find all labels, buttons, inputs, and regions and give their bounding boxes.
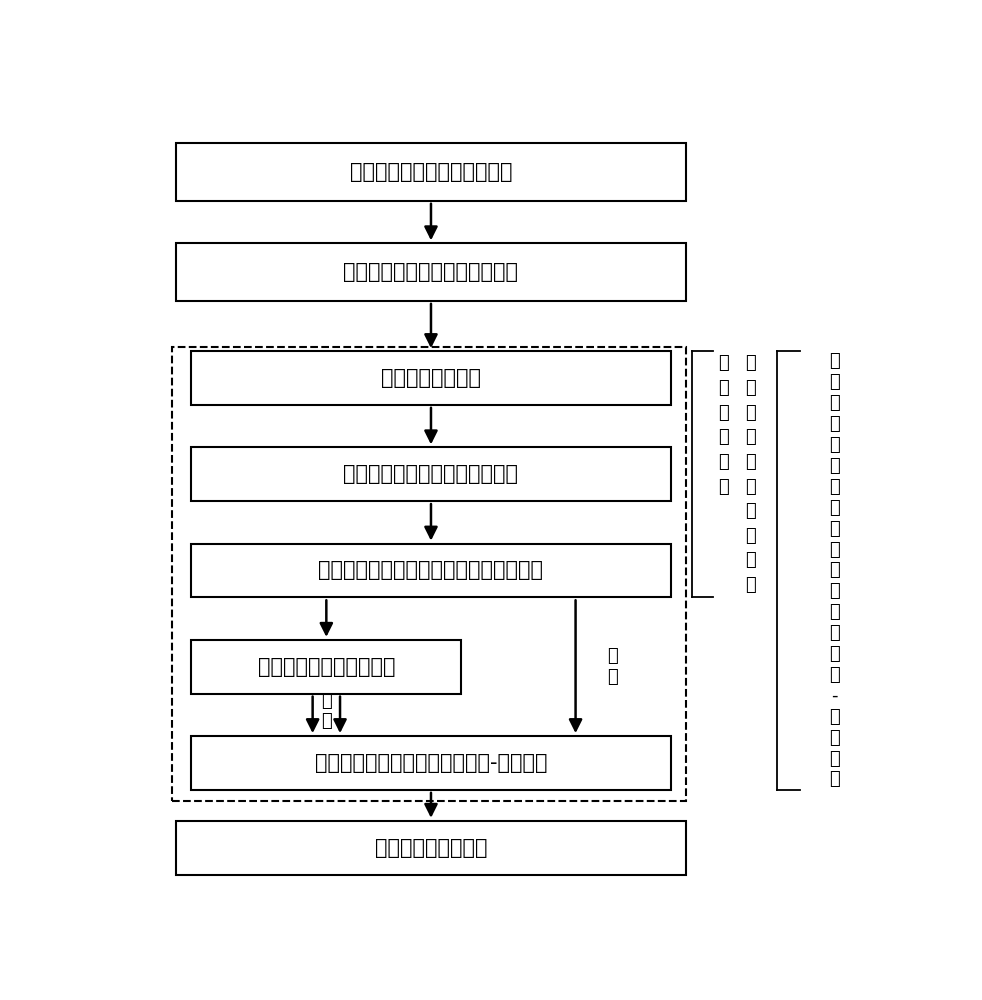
- Bar: [191, 640, 462, 694]
- Text: 构: 构: [829, 352, 840, 370]
- Text: 化: 化: [745, 502, 756, 520]
- Bar: [172, 347, 686, 801]
- Text: 构
建: 构 建: [321, 692, 332, 730]
- Text: 温: 温: [829, 708, 840, 726]
- Text: 与: 与: [719, 428, 730, 446]
- Bar: [191, 736, 671, 790]
- Text: 高: 高: [829, 394, 840, 412]
- Text: -: -: [831, 687, 838, 705]
- Text: 幅: 幅: [829, 645, 840, 663]
- Text: 获得磁纳米温度信息: 获得磁纳米温度信息: [375, 838, 487, 858]
- Text: 度: 度: [829, 729, 840, 747]
- Text: 的: 的: [829, 582, 840, 600]
- Text: 谐: 谐: [829, 603, 840, 621]
- Text: 温: 温: [829, 561, 840, 579]
- Text: 幅: 幅: [719, 379, 730, 397]
- Bar: [191, 351, 671, 405]
- Text: 磁: 磁: [829, 436, 840, 454]
- Text: 测得磁纳米粒子的磁化响应信号: 测得磁纳米粒子的磁化响应信号: [344, 464, 518, 484]
- Text: 波: 波: [829, 624, 840, 642]
- Text: 代
入: 代 入: [607, 647, 618, 686]
- Text: 值: 值: [829, 666, 840, 684]
- Bar: [191, 544, 671, 597]
- Text: 高频磁纳米粒子测温的谐波幅值-温度模型: 高频磁纳米粒子测温的谐波幅值-温度模型: [314, 753, 547, 773]
- Text: 子: 子: [829, 520, 840, 538]
- Text: 相: 相: [719, 453, 730, 471]
- Text: 搭建高频磁纳米粒子测温系统: 搭建高频磁纳米粒子测温系统: [350, 162, 513, 182]
- Bar: [191, 447, 671, 501]
- Text: 磁: 磁: [745, 404, 756, 422]
- Bar: [176, 143, 685, 201]
- Text: 提取磁化响应信息的谐波幅值与相位信息: 提取磁化响应信息的谐波幅值与相位信息: [318, 560, 543, 580]
- Text: 磁性纳米粒子样品放入测量系统: 磁性纳米粒子样品放入测量系统: [344, 262, 518, 282]
- Bar: [176, 821, 685, 875]
- Bar: [176, 243, 685, 301]
- Text: 施加高频磁场激励: 施加高频磁场激励: [381, 368, 481, 388]
- Text: 米: 米: [745, 453, 756, 471]
- Text: 型: 型: [829, 770, 840, 788]
- Text: 模: 模: [829, 750, 840, 768]
- Text: 纳: 纳: [745, 428, 756, 446]
- Text: 波: 波: [719, 354, 730, 372]
- Text: 值: 值: [719, 404, 730, 422]
- Text: 测: 测: [829, 541, 840, 559]
- Text: 建: 建: [829, 373, 840, 391]
- Text: 应: 应: [745, 551, 756, 569]
- Text: 粒: 粒: [829, 499, 840, 517]
- Text: 拟合磁纳米谐波补偿函数: 拟合磁纳米谐波补偿函数: [257, 657, 395, 677]
- Text: 量: 量: [745, 379, 756, 397]
- Text: 位: 位: [719, 478, 730, 496]
- Text: 米: 米: [829, 478, 840, 496]
- Text: 测: 测: [745, 354, 756, 372]
- Text: 谐: 谐: [745, 576, 756, 594]
- Text: 响: 响: [745, 527, 756, 545]
- Text: 磁: 磁: [745, 478, 756, 496]
- Text: 频: 频: [829, 415, 840, 433]
- Text: 纳: 纳: [829, 457, 840, 475]
